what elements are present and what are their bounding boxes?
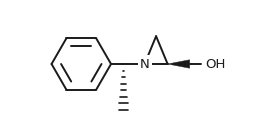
Text: OH: OH [205,57,225,71]
Text: N: N [140,57,150,71]
Polygon shape [168,60,190,68]
